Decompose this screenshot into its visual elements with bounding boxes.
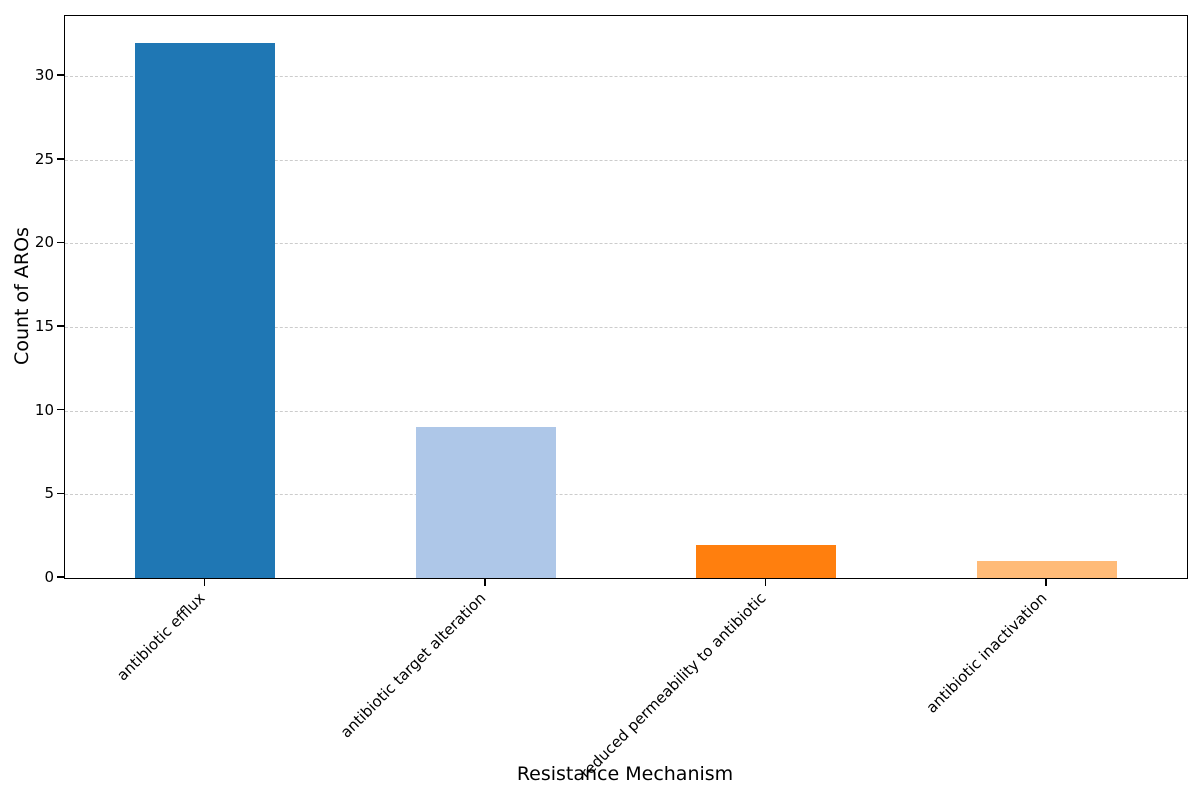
x-tick-mark [764, 578, 766, 586]
x-tick-mark [484, 578, 486, 586]
bar-antibiotic-inactivation [976, 561, 1117, 578]
bar-reduced-permeability-to-antibiotic [696, 544, 837, 578]
y-tick-mark [57, 576, 64, 578]
y-gridline [65, 243, 1187, 245]
x-axis-title: Resistance Mechanism [516, 763, 734, 785]
x-tick-label: reduced permeability to antibiotic [577, 589, 770, 782]
y-tick-mark [57, 492, 64, 495]
y-axis-title: Count of AROs [11, 227, 33, 365]
y-tick-label: 30 [34, 66, 54, 85]
y-tick-label: 0 [44, 568, 54, 586]
y-tick-label: 5 [44, 484, 54, 503]
y-gridline [65, 410, 1187, 412]
x-tick-mark [203, 578, 205, 586]
y-gridline [65, 327, 1187, 329]
y-gridline [65, 159, 1187, 161]
x-tick-mark [1045, 578, 1047, 586]
x-tick-label: antibiotic target alteration [337, 589, 490, 742]
bar-antibiotic-target-alteration [415, 427, 556, 578]
y-tick-label: 20 [34, 233, 54, 252]
y-tick-mark [57, 408, 64, 411]
y-tick-mark [57, 325, 64, 327]
y-tick-mark [57, 74, 64, 76]
x-tick-label: antibiotic inactivation [922, 589, 1051, 717]
x-tick-label: antibiotic efflux [113, 589, 209, 685]
bar-antibiotic-efflux [135, 42, 276, 578]
y-tick-label: 15 [34, 317, 54, 336]
y-tick-mark [57, 241, 64, 244]
y-gridline [65, 76, 1187, 78]
y-tick-mark [57, 158, 64, 160]
y-gridline [65, 494, 1187, 496]
y-tick-label: 25 [34, 149, 54, 168]
y-tick-label: 10 [34, 400, 54, 419]
plot-area [64, 15, 1188, 579]
